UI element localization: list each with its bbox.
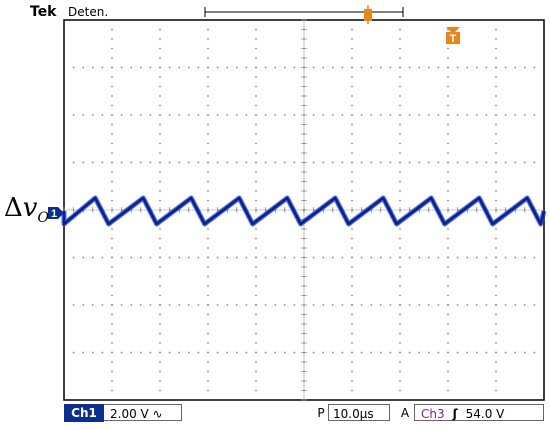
graticule-grid <box>63 19 544 401</box>
brand-label: Tek <box>30 4 57 20</box>
trace-label-var: v <box>22 193 38 223</box>
trigger-level: 54.0 V <box>465 407 505 421</box>
trigger-slope-icon: ʃ <box>452 407 458 421</box>
trace-label: ΔvO <box>4 193 49 226</box>
trigger-source: Ch3 <box>421 407 445 421</box>
run-state-label: Deten. <box>68 5 109 19</box>
waveform-trace <box>61 195 547 227</box>
ch1-scale: 2.00 V ∿ <box>104 404 182 421</box>
ch1-tag[interactable]: Ch1 <box>64 404 104 422</box>
trace-label-sub: O <box>37 210 49 227</box>
position-tag: P <box>317 406 325 420</box>
trigger-marker: T <box>446 27 460 45</box>
trigger-settings[interactable]: Ch3 ʃ 54.0 V <box>414 404 544 421</box>
timebase-value[interactable]: 10.0µs <box>328 404 390 421</box>
channel-1-marker-label: 1 <box>51 208 57 220</box>
trace-label-delta: Δ <box>4 193 23 223</box>
waveform-line <box>62 196 546 226</box>
acquire-tag: A <box>400 406 410 420</box>
trigger-position-icon <box>364 5 372 24</box>
record-bar <box>204 7 404 17</box>
channel-1-marker: 1 <box>48 207 64 220</box>
trigger-marker-label: T <box>450 33 457 45</box>
